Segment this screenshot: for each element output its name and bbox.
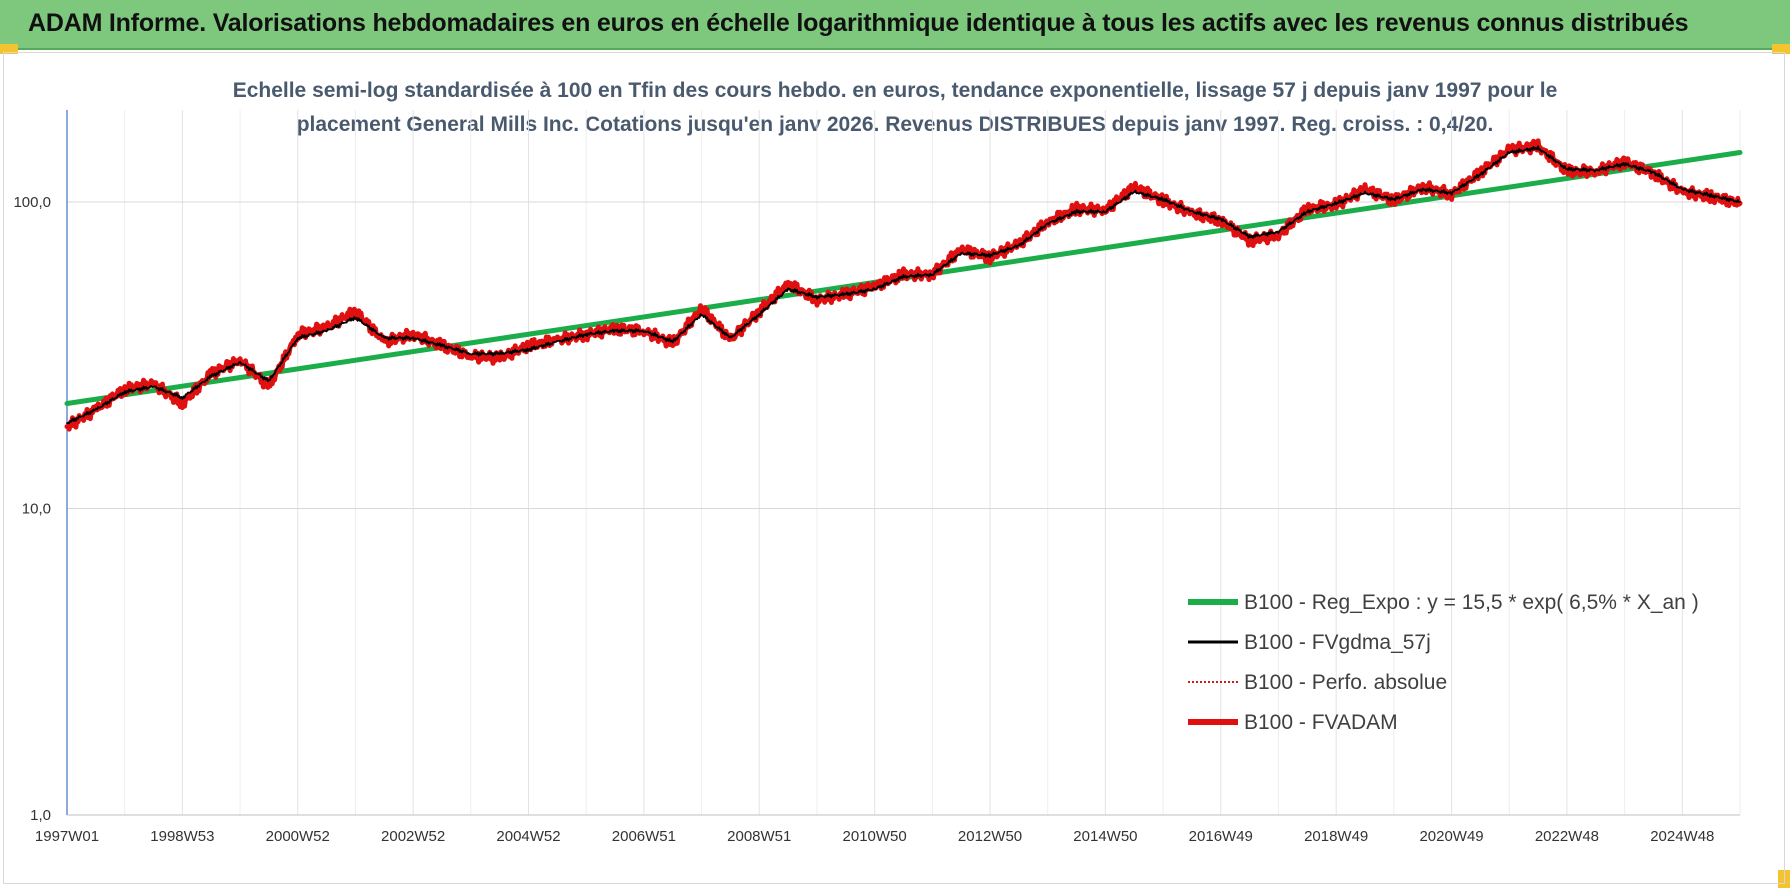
- corner-marker-left: [0, 44, 18, 54]
- chart-title: Echelle semi-log standardisée à 100 en T…: [0, 74, 1790, 142]
- legend-label: B100 - Reg_Expo : y = 15,5 * exp( 6,5% *…: [1244, 591, 1699, 614]
- x-tick-label: 2016W49: [1189, 828, 1253, 845]
- x-tick-label: 2012W50: [958, 828, 1022, 845]
- x-tick-label: 2022W48: [1535, 828, 1599, 845]
- legend: B100 - Reg_Expo : y = 15,5 * exp( 6,5% *…: [1188, 591, 1699, 734]
- y-tick-label: 10,0: [22, 501, 51, 518]
- x-tick-label: 1997W01: [35, 828, 99, 845]
- y-axis-tick-labels: 100,0 10,0 1,0: [13, 194, 51, 824]
- data-series: [64, 138, 1743, 432]
- chart-title-line-1: Echelle semi-log standardisée à 100 en T…: [232, 79, 1558, 102]
- report-title: ADAM Informe. Valorisations hebdomadaire…: [28, 9, 1689, 37]
- series-line-3: [64, 138, 1743, 432]
- x-tick-label: 1998W53: [150, 828, 214, 845]
- x-tick-label: 2004W52: [496, 828, 560, 845]
- x-tick-label: 2020W49: [1419, 828, 1483, 845]
- y-tick-label: 100,0: [13, 194, 51, 211]
- x-tick-label: 2002W52: [381, 828, 445, 845]
- x-tick-label: 2014W50: [1073, 828, 1137, 845]
- report-header: ADAM Informe. Valorisations hebdomadaire…: [0, 0, 1790, 50]
- axes: [66, 110, 1740, 816]
- x-tick-label: 2008W51: [727, 828, 791, 845]
- x-tick-label: 2006W51: [612, 828, 676, 845]
- chart-frame: [3, 52, 1785, 884]
- y-tick-label: 1,0: [30, 807, 51, 824]
- grid-lines: [66, 110, 1741, 816]
- x-tick-label: 2010W50: [843, 828, 907, 845]
- legend-label: B100 - FVgdma_57j: [1244, 631, 1431, 654]
- series-line-1: [66, 145, 1741, 425]
- x-tick-label: 2024W48: [1650, 828, 1714, 845]
- x-axis-tick-labels: 1997W01 1998W53 2000W52 2002W52 2004W52 2006W…: [35, 828, 1715, 845]
- legend-label: B100 - FVADAM: [1244, 711, 1398, 734]
- corner-marker-right: [1772, 44, 1790, 54]
- x-tick-label: 2018W49: [1304, 828, 1368, 845]
- x-tick-label: 2000W52: [266, 828, 330, 845]
- legend-label: B100 - Perfo. absolue: [1244, 671, 1447, 694]
- chart-title-line-2: placement General Mills Inc. Cotations j…: [296, 113, 1494, 136]
